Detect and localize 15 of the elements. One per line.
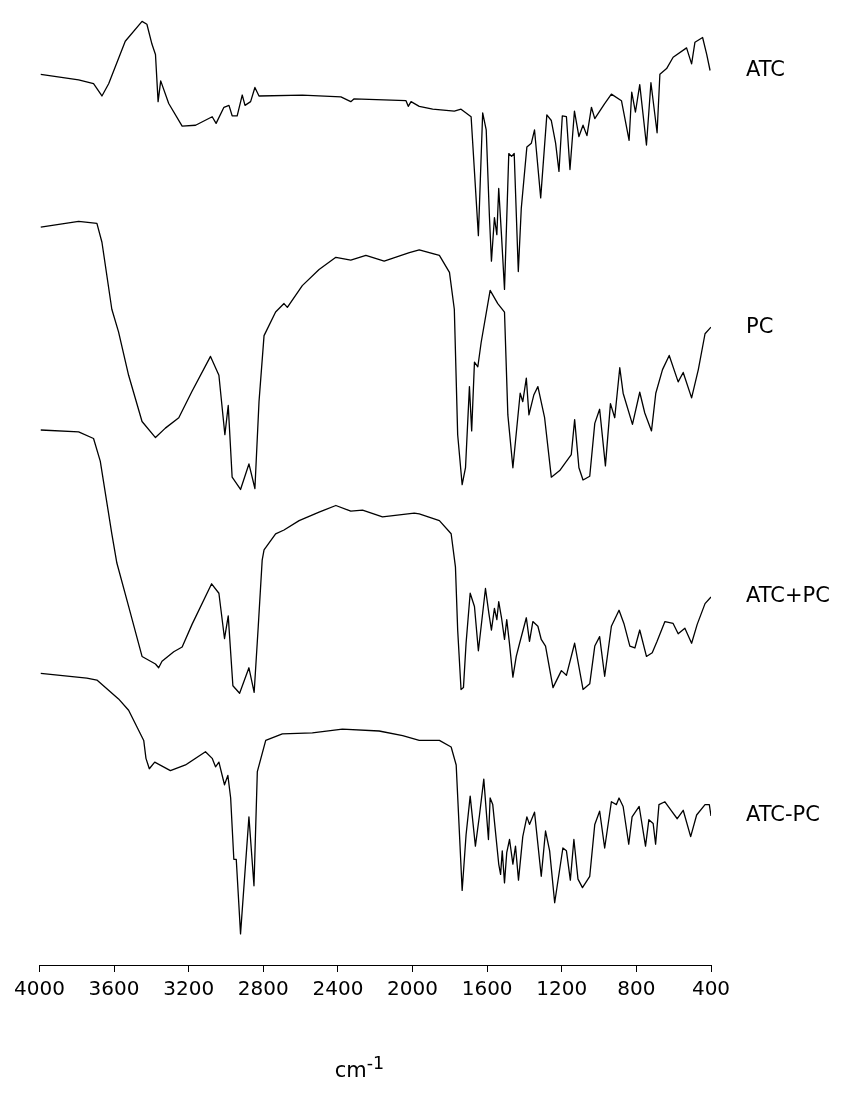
series-label: ATC <box>746 56 785 81</box>
x-tick-label: 3600 <box>88 976 140 1001</box>
x-tick-label: 2800 <box>237 976 289 1001</box>
x-tick-label: 800 <box>617 976 656 1001</box>
x-tick-label: 3200 <box>163 976 215 1001</box>
x-tick-label: 400 <box>691 976 731 1001</box>
x-tick-label: 1200 <box>536 976 588 1001</box>
x-tick-label: 1600 <box>461 976 513 1001</box>
x-tick-label: 2000 <box>387 976 438 1001</box>
x-axis-title: cm$^{-1}$ <box>333 1053 386 1082</box>
series-label: ATC-PC <box>746 802 820 827</box>
x-tick-label: 4000 <box>14 976 65 1001</box>
series-label: ATC+PC <box>746 583 830 608</box>
x-tick-label: 2400 <box>312 976 364 1001</box>
series-label: PC <box>746 313 774 338</box>
